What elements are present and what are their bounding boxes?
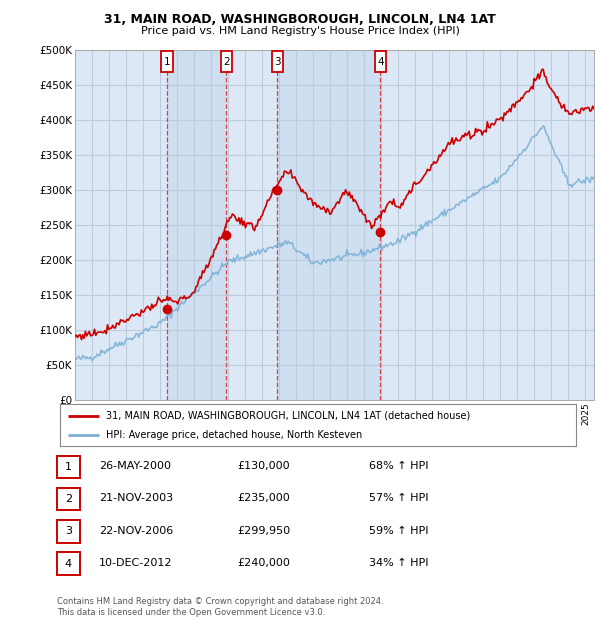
Text: £240,000: £240,000 xyxy=(237,558,290,568)
Text: 26-MAY-2000: 26-MAY-2000 xyxy=(99,461,171,471)
Text: 4: 4 xyxy=(377,57,383,67)
Text: Contains HM Land Registry data © Crown copyright and database right 2024.
This d: Contains HM Land Registry data © Crown c… xyxy=(57,598,383,617)
FancyBboxPatch shape xyxy=(272,51,283,73)
Text: 22-NOV-2006: 22-NOV-2006 xyxy=(99,526,173,536)
Bar xyxy=(167,50,226,400)
Text: 4: 4 xyxy=(65,559,72,569)
Text: 31, MAIN ROAD, WASHINGBOROUGH, LINCOLN, LN4 1AT (detached house): 31, MAIN ROAD, WASHINGBOROUGH, LINCOLN, … xyxy=(106,410,470,420)
Text: £130,000: £130,000 xyxy=(237,461,290,471)
Text: 10-DEC-2012: 10-DEC-2012 xyxy=(99,558,173,568)
Text: 1: 1 xyxy=(164,57,170,67)
FancyBboxPatch shape xyxy=(221,51,232,73)
Text: 1: 1 xyxy=(65,462,72,472)
Bar xyxy=(277,50,380,400)
Text: Price paid vs. HM Land Registry's House Price Index (HPI): Price paid vs. HM Land Registry's House … xyxy=(140,26,460,36)
Text: 34% ↑ HPI: 34% ↑ HPI xyxy=(369,558,428,568)
Text: 31, MAIN ROAD, WASHINGBOROUGH, LINCOLN, LN4 1AT: 31, MAIN ROAD, WASHINGBOROUGH, LINCOLN, … xyxy=(104,14,496,26)
Text: HPI: Average price, detached house, North Kesteven: HPI: Average price, detached house, Nort… xyxy=(106,430,362,440)
Text: 2: 2 xyxy=(223,57,230,67)
Text: 2: 2 xyxy=(65,494,72,504)
Text: 68% ↑ HPI: 68% ↑ HPI xyxy=(369,461,428,471)
FancyBboxPatch shape xyxy=(374,51,386,73)
Text: 59% ↑ HPI: 59% ↑ HPI xyxy=(369,526,428,536)
Text: 3: 3 xyxy=(274,57,281,67)
Text: £299,950: £299,950 xyxy=(237,526,290,536)
Text: 3: 3 xyxy=(65,526,72,536)
Text: £235,000: £235,000 xyxy=(237,494,290,503)
FancyBboxPatch shape xyxy=(161,51,173,73)
Text: 21-NOV-2003: 21-NOV-2003 xyxy=(99,494,173,503)
Text: 57% ↑ HPI: 57% ↑ HPI xyxy=(369,494,428,503)
